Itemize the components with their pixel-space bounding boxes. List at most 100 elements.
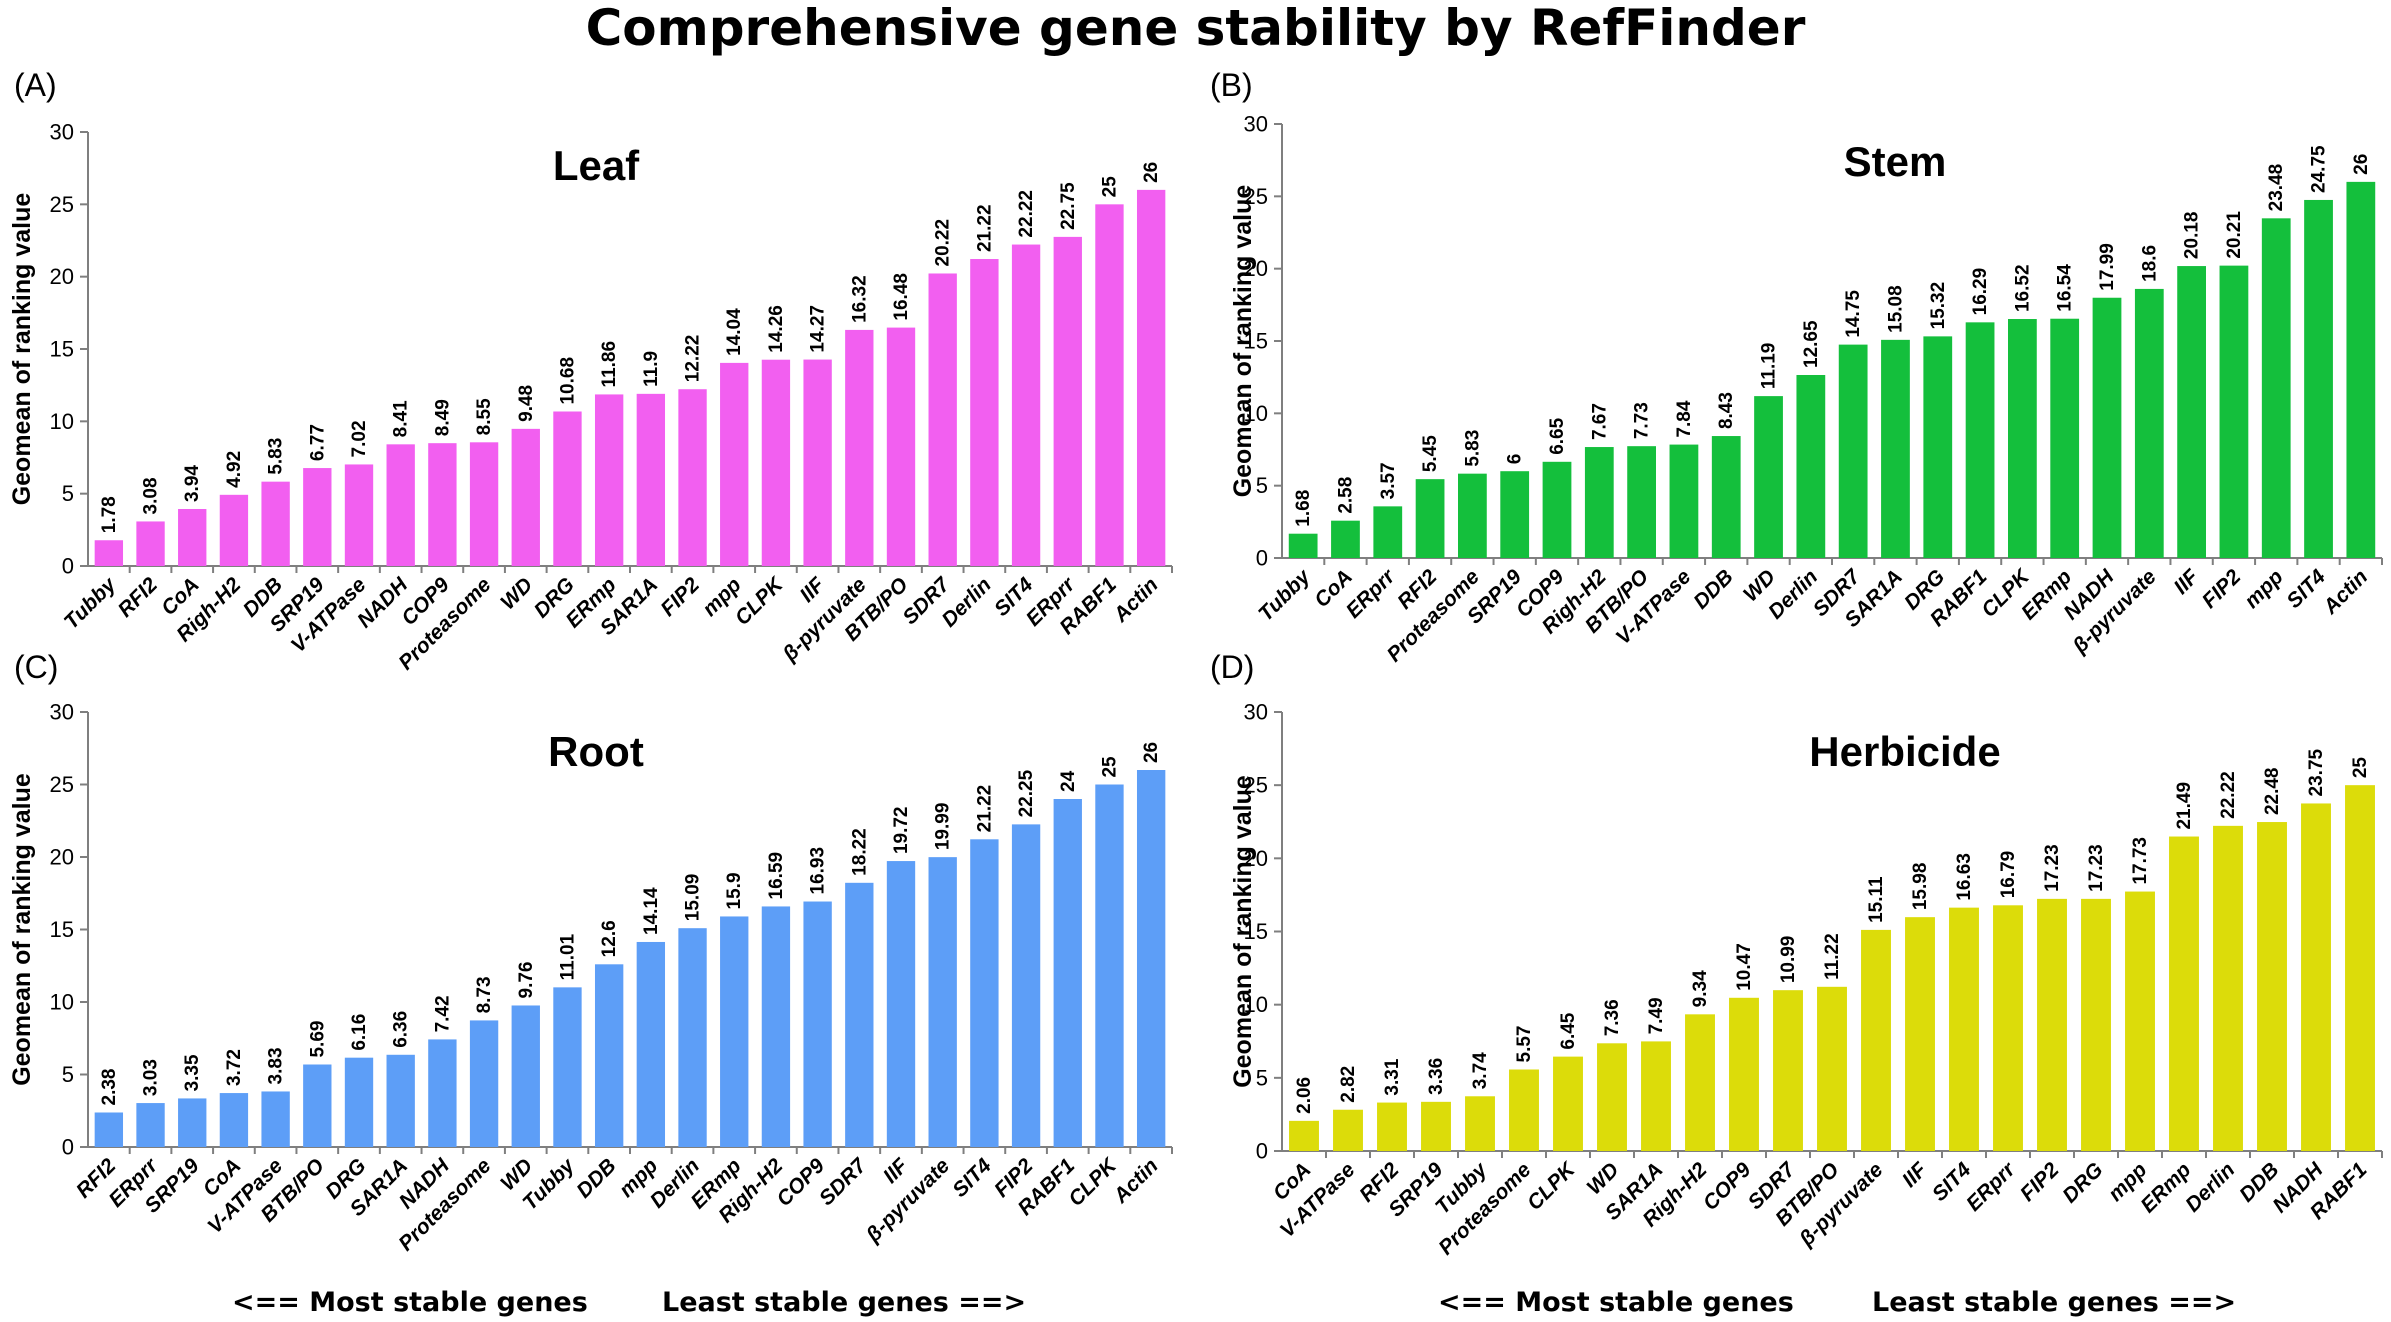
data-label: 3.03 [141,1059,162,1096]
bar [1500,471,1530,558]
x-tick-label: SDR7 [815,1153,872,1210]
data-label: 21.22 [974,785,995,833]
bar [303,1064,332,1147]
bar [636,941,666,1147]
panel-label: (B) [1210,67,1253,103]
bar [594,394,624,566]
bar [553,987,582,1147]
bar [386,1054,415,1147]
bar [678,389,707,566]
x-tick-label: CLPK [1064,1153,1122,1211]
data-label: 9.76 [516,961,537,998]
bar [2213,825,2243,1151]
data-label: 16.79 [1998,851,2019,899]
bar [1136,189,1166,566]
bar [553,411,582,566]
y-tick-label: 0 [1256,1139,1268,1164]
bar [1584,447,1614,558]
x-tick-label: COP9 [1699,1158,1756,1215]
data-label: 16.54 [2055,264,2076,312]
data-label: 25 [1099,176,1120,198]
data-label: 26 [2351,154,2372,175]
bar [1861,929,1891,1151]
bar [928,273,957,566]
y-tick-label: 15 [1244,919,1268,944]
data-label: 25 [2350,757,2371,779]
bar [1729,997,1759,1151]
data-label: 5.57 [1514,1026,1535,1063]
y-tick-label: 0 [1256,546,1268,571]
data-label: 7.36 [1602,999,1623,1036]
y-tick-label: 15 [1244,329,1268,354]
bar [1136,770,1166,1147]
x-tick-label: RFI2 [114,573,163,622]
bar [1509,1069,1539,1151]
bar [2081,898,2111,1151]
data-label: 17.99 [2097,243,2118,291]
y-tick-label: 5 [62,1062,74,1087]
bar [2257,822,2287,1151]
data-label: 7.02 [349,420,370,457]
bar [136,521,165,566]
data-label: 2.58 [1335,477,1356,514]
data-label: 24 [1058,770,1079,792]
y-tick-label: 5 [62,481,74,506]
y-tick-label: 25 [1244,773,1268,798]
data-label: 14.14 [641,887,662,935]
bar [1053,799,1082,1147]
data-label: 7.84 [1674,400,1695,437]
bar [2125,891,2155,1151]
bar [428,443,457,566]
bar [1993,905,2023,1151]
bar [1333,1109,1363,1151]
data-label: 11.01 [557,933,578,980]
data-label: 22.75 [1058,182,1079,230]
bar [2219,265,2249,558]
data-label: 14.26 [766,305,787,353]
data-label: 26 [1141,162,1162,183]
bar [94,540,124,566]
data-label: 7.67 [1589,403,1610,440]
x-tick-label: FIP2 [2016,1158,2064,1206]
bar [219,1093,249,1147]
y-tick-label: 20 [50,264,74,289]
x-tick-label: FIP2 [656,573,704,621]
y-tick-label: 30 [50,700,74,725]
bar [386,444,415,566]
bar [1011,244,1041,566]
y-tick-label: 25 [50,772,74,797]
data-label: 15.11 [1866,876,1887,923]
bar [219,494,249,566]
data-label: 3.35 [182,1054,203,1091]
chart-panel-leaf: (A) Leaf Geomean of ranking value 0 5 10 15 20 2… [8,67,1173,675]
bar [1597,1043,1627,1151]
bar [511,428,540,566]
data-label: 21.49 [2174,782,2195,830]
x-tick-label: COP9 [772,1154,829,1211]
data-label: 9.34 [1690,970,1711,1007]
y-tick-label: 0 [62,554,74,579]
bar [344,1057,374,1147]
data-label: 25 [1099,756,1120,778]
bar [720,916,749,1147]
bar [761,359,791,566]
bar [1011,824,1041,1147]
data-label: 16.29 [1970,268,1991,316]
x-tick-label: DDB [572,1154,620,1202]
x-tick-label: Actin [1109,573,1163,627]
data-label: 5.83 [1462,430,1483,467]
bar [1838,344,1868,558]
data-label: 6.65 [1547,417,1568,454]
x-tick-label: Tubby [60,572,121,633]
data-label: 8.43 [1716,392,1737,429]
data-label: 6 [1505,454,1526,465]
y-tick-label: 25 [50,192,74,217]
y-tick-label: 10 [50,409,74,434]
bar [1331,520,1360,558]
bar [469,442,499,566]
y-tick-label: 30 [1244,700,1268,725]
data-label: 15.08 [1885,285,1906,333]
y-axis-label: Geomean of ranking value [1229,185,1257,498]
x-tick-label: DRG [2058,1158,2107,1207]
